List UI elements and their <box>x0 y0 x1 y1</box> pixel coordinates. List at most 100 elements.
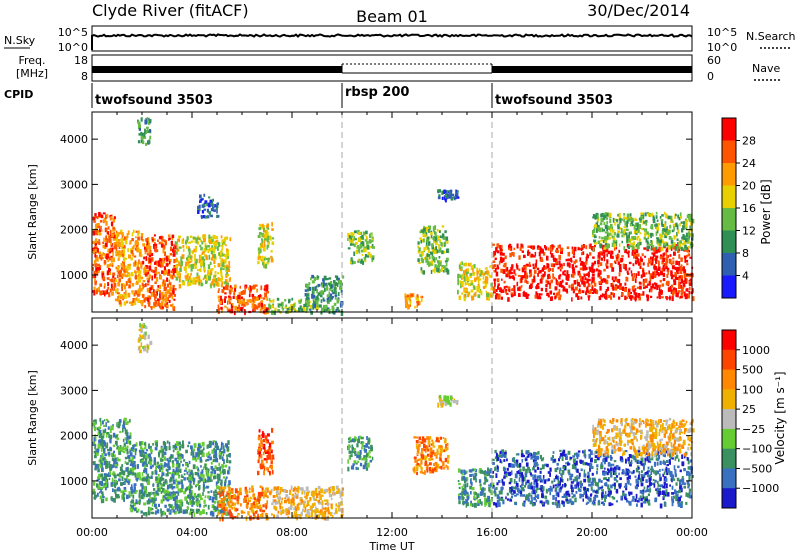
power-cell-4 <box>190 240 194 243</box>
power-cell-14 <box>482 275 485 280</box>
power-cell-3 <box>154 245 157 249</box>
velocity-cell-2 <box>210 479 213 482</box>
velocity-cell-2 <box>160 512 163 517</box>
velocity-cell-0 <box>108 433 110 439</box>
power-cell-12 <box>434 250 437 255</box>
power-cell-14 <box>464 277 468 282</box>
power-cell-4 <box>195 258 198 264</box>
power-cell-15 <box>497 285 500 290</box>
power-cell-15 <box>578 288 581 292</box>
power-cell-1 <box>117 242 121 247</box>
velocity-cell-1 <box>139 323 142 328</box>
power-cell-7 <box>267 240 270 245</box>
power-cell-3 <box>164 280 166 285</box>
velocity-cell-2 <box>152 497 155 503</box>
power-cell-16 <box>619 227 622 230</box>
power-cell-0 <box>94 262 97 268</box>
velocity-cell-5 <box>311 509 314 513</box>
power-cell-15 <box>669 295 671 301</box>
velocity-cell-2 <box>143 469 146 473</box>
power-cell-15 <box>611 276 614 281</box>
power-cell-6 <box>259 308 262 314</box>
power-cell-4 <box>213 277 216 283</box>
velocity-cell-5 <box>309 497 312 500</box>
velocity-cell-4 <box>269 442 272 448</box>
velocity-cell-3 <box>246 504 249 509</box>
power-cell-15 <box>662 253 665 257</box>
power-cell-15 <box>585 245 588 250</box>
velocity-cell-2 <box>174 503 177 508</box>
velocity-cell-4 <box>270 464 273 470</box>
power-cell-15 <box>547 274 550 280</box>
power-cell-2 <box>145 142 148 146</box>
velocity-cell-0 <box>124 437 128 441</box>
power-cell-3 <box>147 257 151 260</box>
velocity-cell-2 <box>151 464 154 468</box>
velocity-cell-2 <box>223 448 226 454</box>
velocity-cell-0 <box>103 451 106 454</box>
velocity-cell-2 <box>160 490 163 494</box>
velocity-cell-0 <box>104 453 107 457</box>
power-cell-15 <box>550 263 554 268</box>
power-cell-2 <box>146 126 149 129</box>
power-cell-15 <box>660 291 663 295</box>
power-cell-4 <box>196 278 199 282</box>
velocity-cell-2 <box>165 492 169 495</box>
power-cell-4 <box>211 245 214 250</box>
power-cell-1 <box>116 244 120 248</box>
velocity-cell-2 <box>149 465 153 470</box>
power-cell-4 <box>204 254 206 257</box>
power-cell-14 <box>480 273 483 276</box>
velocity-cell-3 <box>262 509 265 513</box>
power-cell-15 <box>496 250 500 254</box>
power-cell-0 <box>108 292 111 298</box>
velocity-cell-3 <box>221 516 224 522</box>
power-cell-1 <box>115 247 118 252</box>
velocity-cell-0 <box>127 435 131 440</box>
power-cell-16 <box>661 230 665 235</box>
velocity-cell-2 <box>211 499 215 503</box>
power-cell-15 <box>651 275 654 279</box>
power-cell-14 <box>479 273 482 277</box>
velocity-cell-2 <box>227 471 230 475</box>
power-cell-6 <box>245 303 248 306</box>
velocity-cell-2 <box>160 462 163 466</box>
power-cell-7 <box>271 241 275 245</box>
velocity-cell-0 <box>101 467 104 471</box>
power-cell-10 <box>360 231 363 235</box>
power-cell-1 <box>138 251 142 257</box>
power-cell-6 <box>252 284 256 289</box>
power-cell-8 <box>277 309 280 312</box>
velocity-cell-0 <box>99 463 102 467</box>
velocity-cell-2 <box>139 441 142 446</box>
power-cell-15 <box>634 260 638 265</box>
power-cell-12 <box>421 258 425 264</box>
power-cell-14 <box>461 281 464 286</box>
power-cell-7 <box>257 261 260 265</box>
velocity-cell-5 <box>299 514 302 519</box>
velocity-cell-0 <box>128 495 131 499</box>
velocity-cell-3 <box>237 512 240 516</box>
power-cell-12 <box>436 229 439 232</box>
power-cell-1 <box>120 237 124 243</box>
power-cell-7 <box>266 231 269 237</box>
velocity-cell-0 <box>122 445 125 451</box>
power-cell-16 <box>679 245 681 250</box>
power-cell-4 <box>195 247 197 252</box>
velocity-cell-0 <box>108 461 111 465</box>
power-cell-3 <box>169 253 173 256</box>
velocity-cell-0 <box>99 464 102 469</box>
velocity-cell-3 <box>220 513 224 518</box>
power-cell-4 <box>198 281 200 285</box>
power-cell-15 <box>651 261 654 266</box>
power-cell-16 <box>682 234 685 238</box>
power-cell-15 <box>605 289 608 292</box>
velocity-cell-2 <box>171 494 173 498</box>
velocity-cell-0 <box>94 426 97 430</box>
velocity-cell-2 <box>146 473 149 478</box>
power-cell-15 <box>681 280 685 283</box>
power-cell-13 <box>448 193 452 198</box>
velocity-cell-2 <box>152 443 154 446</box>
velocity-cell-0 <box>106 482 109 487</box>
velocity-cell-5 <box>323 510 327 515</box>
